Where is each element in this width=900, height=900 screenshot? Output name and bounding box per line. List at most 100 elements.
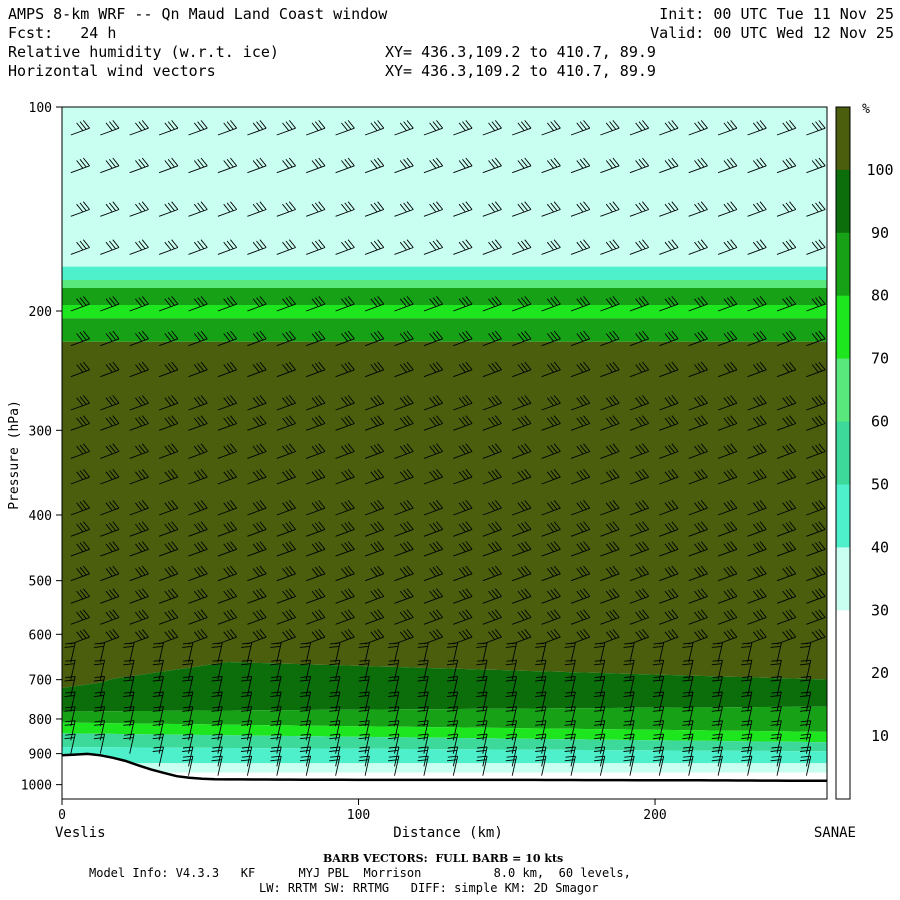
wind-barb <box>158 157 179 174</box>
wind-barb <box>747 443 767 459</box>
wind-barb <box>129 415 149 431</box>
wind-barb <box>129 629 149 645</box>
wind-barb <box>270 691 282 712</box>
wind-barb <box>688 395 708 411</box>
wind-barb <box>659 120 679 136</box>
wind-barb <box>158 609 179 625</box>
wind-barb <box>129 296 149 312</box>
wind-barb <box>570 296 591 312</box>
y-tick-label: 700 <box>29 674 52 689</box>
wind-barb <box>306 443 326 459</box>
wind-barb <box>306 361 326 378</box>
rh-band-60 <box>62 280 827 288</box>
wind-barb <box>806 201 826 217</box>
colorbar-bin <box>836 232 850 297</box>
wind-barb <box>247 521 267 537</box>
wind-barb <box>688 296 708 312</box>
wind-barb <box>423 521 444 537</box>
wind-barb <box>364 629 385 645</box>
wind-barb <box>512 296 532 312</box>
wind-barb <box>717 201 738 217</box>
x-tick-label: 0 <box>58 808 66 823</box>
wind-barb <box>505 691 518 712</box>
wind-barb <box>276 629 296 645</box>
wind-barb <box>211 691 223 712</box>
wind-barb <box>423 565 444 582</box>
wind-barb <box>306 296 326 312</box>
wind-barb <box>600 395 620 411</box>
wind-barb <box>276 395 296 411</box>
wind-barb <box>70 157 90 174</box>
wind-barb <box>299 720 312 741</box>
wind-barb <box>564 755 576 776</box>
wind-barb <box>217 469 238 485</box>
wind-barb <box>446 755 459 776</box>
wind-barb <box>217 361 238 378</box>
wind-barb <box>594 720 606 741</box>
wind-barb <box>423 443 444 459</box>
wind-barb <box>806 239 826 255</box>
wind-barb <box>453 120 473 136</box>
wind-barb <box>564 720 576 741</box>
wind-barb <box>482 541 502 557</box>
field-name-rh: Relative humidity (w.r.t. ice) <box>8 43 279 61</box>
wind-barb <box>247 541 267 557</box>
wind-barb <box>659 157 679 174</box>
wind-barb <box>217 157 238 174</box>
wind-barb <box>629 239 650 255</box>
wind-barb <box>152 691 164 712</box>
wind-barb <box>688 609 708 625</box>
wind-barb <box>717 415 738 431</box>
wind-barb <box>482 609 502 625</box>
wind-barb <box>247 443 267 459</box>
wind-barb <box>335 565 355 582</box>
wind-barb <box>217 500 238 516</box>
wind-barb <box>688 629 708 645</box>
wind-barb <box>711 659 723 680</box>
wind-barb <box>158 330 179 347</box>
wind-barb <box>629 629 650 645</box>
wind-barb <box>335 120 355 136</box>
wind-barb <box>512 500 532 516</box>
wind-barb <box>70 201 90 217</box>
wind-barb <box>747 541 767 557</box>
wind-barb <box>100 395 120 411</box>
wind-barb <box>512 157 532 174</box>
wind-barb <box>747 157 767 174</box>
wind-barb <box>564 659 576 680</box>
wind-barb <box>453 565 473 582</box>
wind-barb <box>335 201 355 217</box>
wind-barb <box>158 201 179 217</box>
wind-barb <box>446 642 459 663</box>
wind-barb <box>688 588 708 604</box>
wind-barb <box>570 395 591 411</box>
wind-barb <box>129 541 149 557</box>
xy-range-wind: XY= 436.3,109.2 to 410.7, 89.9 <box>385 62 656 80</box>
wind-barb <box>535 691 547 712</box>
wind-barb <box>388 755 400 776</box>
y-tick-label: 800 <box>29 713 52 728</box>
wind-barb <box>93 720 106 741</box>
wind-barb <box>629 588 650 604</box>
wind-barb <box>100 330 120 347</box>
wind-barb <box>306 157 326 174</box>
y-tick-label: 400 <box>29 509 52 524</box>
wind-barb <box>388 706 400 727</box>
wind-barb <box>688 565 708 582</box>
wind-barb <box>512 541 532 557</box>
wind-barb <box>776 395 797 411</box>
wind-barb <box>388 720 400 741</box>
wind-barb <box>276 239 296 255</box>
x-tick-label: 100 <box>347 808 370 823</box>
y-tick-label: 900 <box>29 748 52 763</box>
wind-barb <box>594 642 606 663</box>
wind-barb <box>541 157 561 174</box>
wind-barb <box>247 565 267 582</box>
wind-barb <box>747 415 767 431</box>
wind-barb <box>682 659 694 680</box>
wind-barb <box>717 609 738 625</box>
wind-barb <box>423 609 444 625</box>
wind-barb <box>270 659 282 680</box>
wind-barb <box>394 157 414 174</box>
wind-barb <box>600 330 620 347</box>
